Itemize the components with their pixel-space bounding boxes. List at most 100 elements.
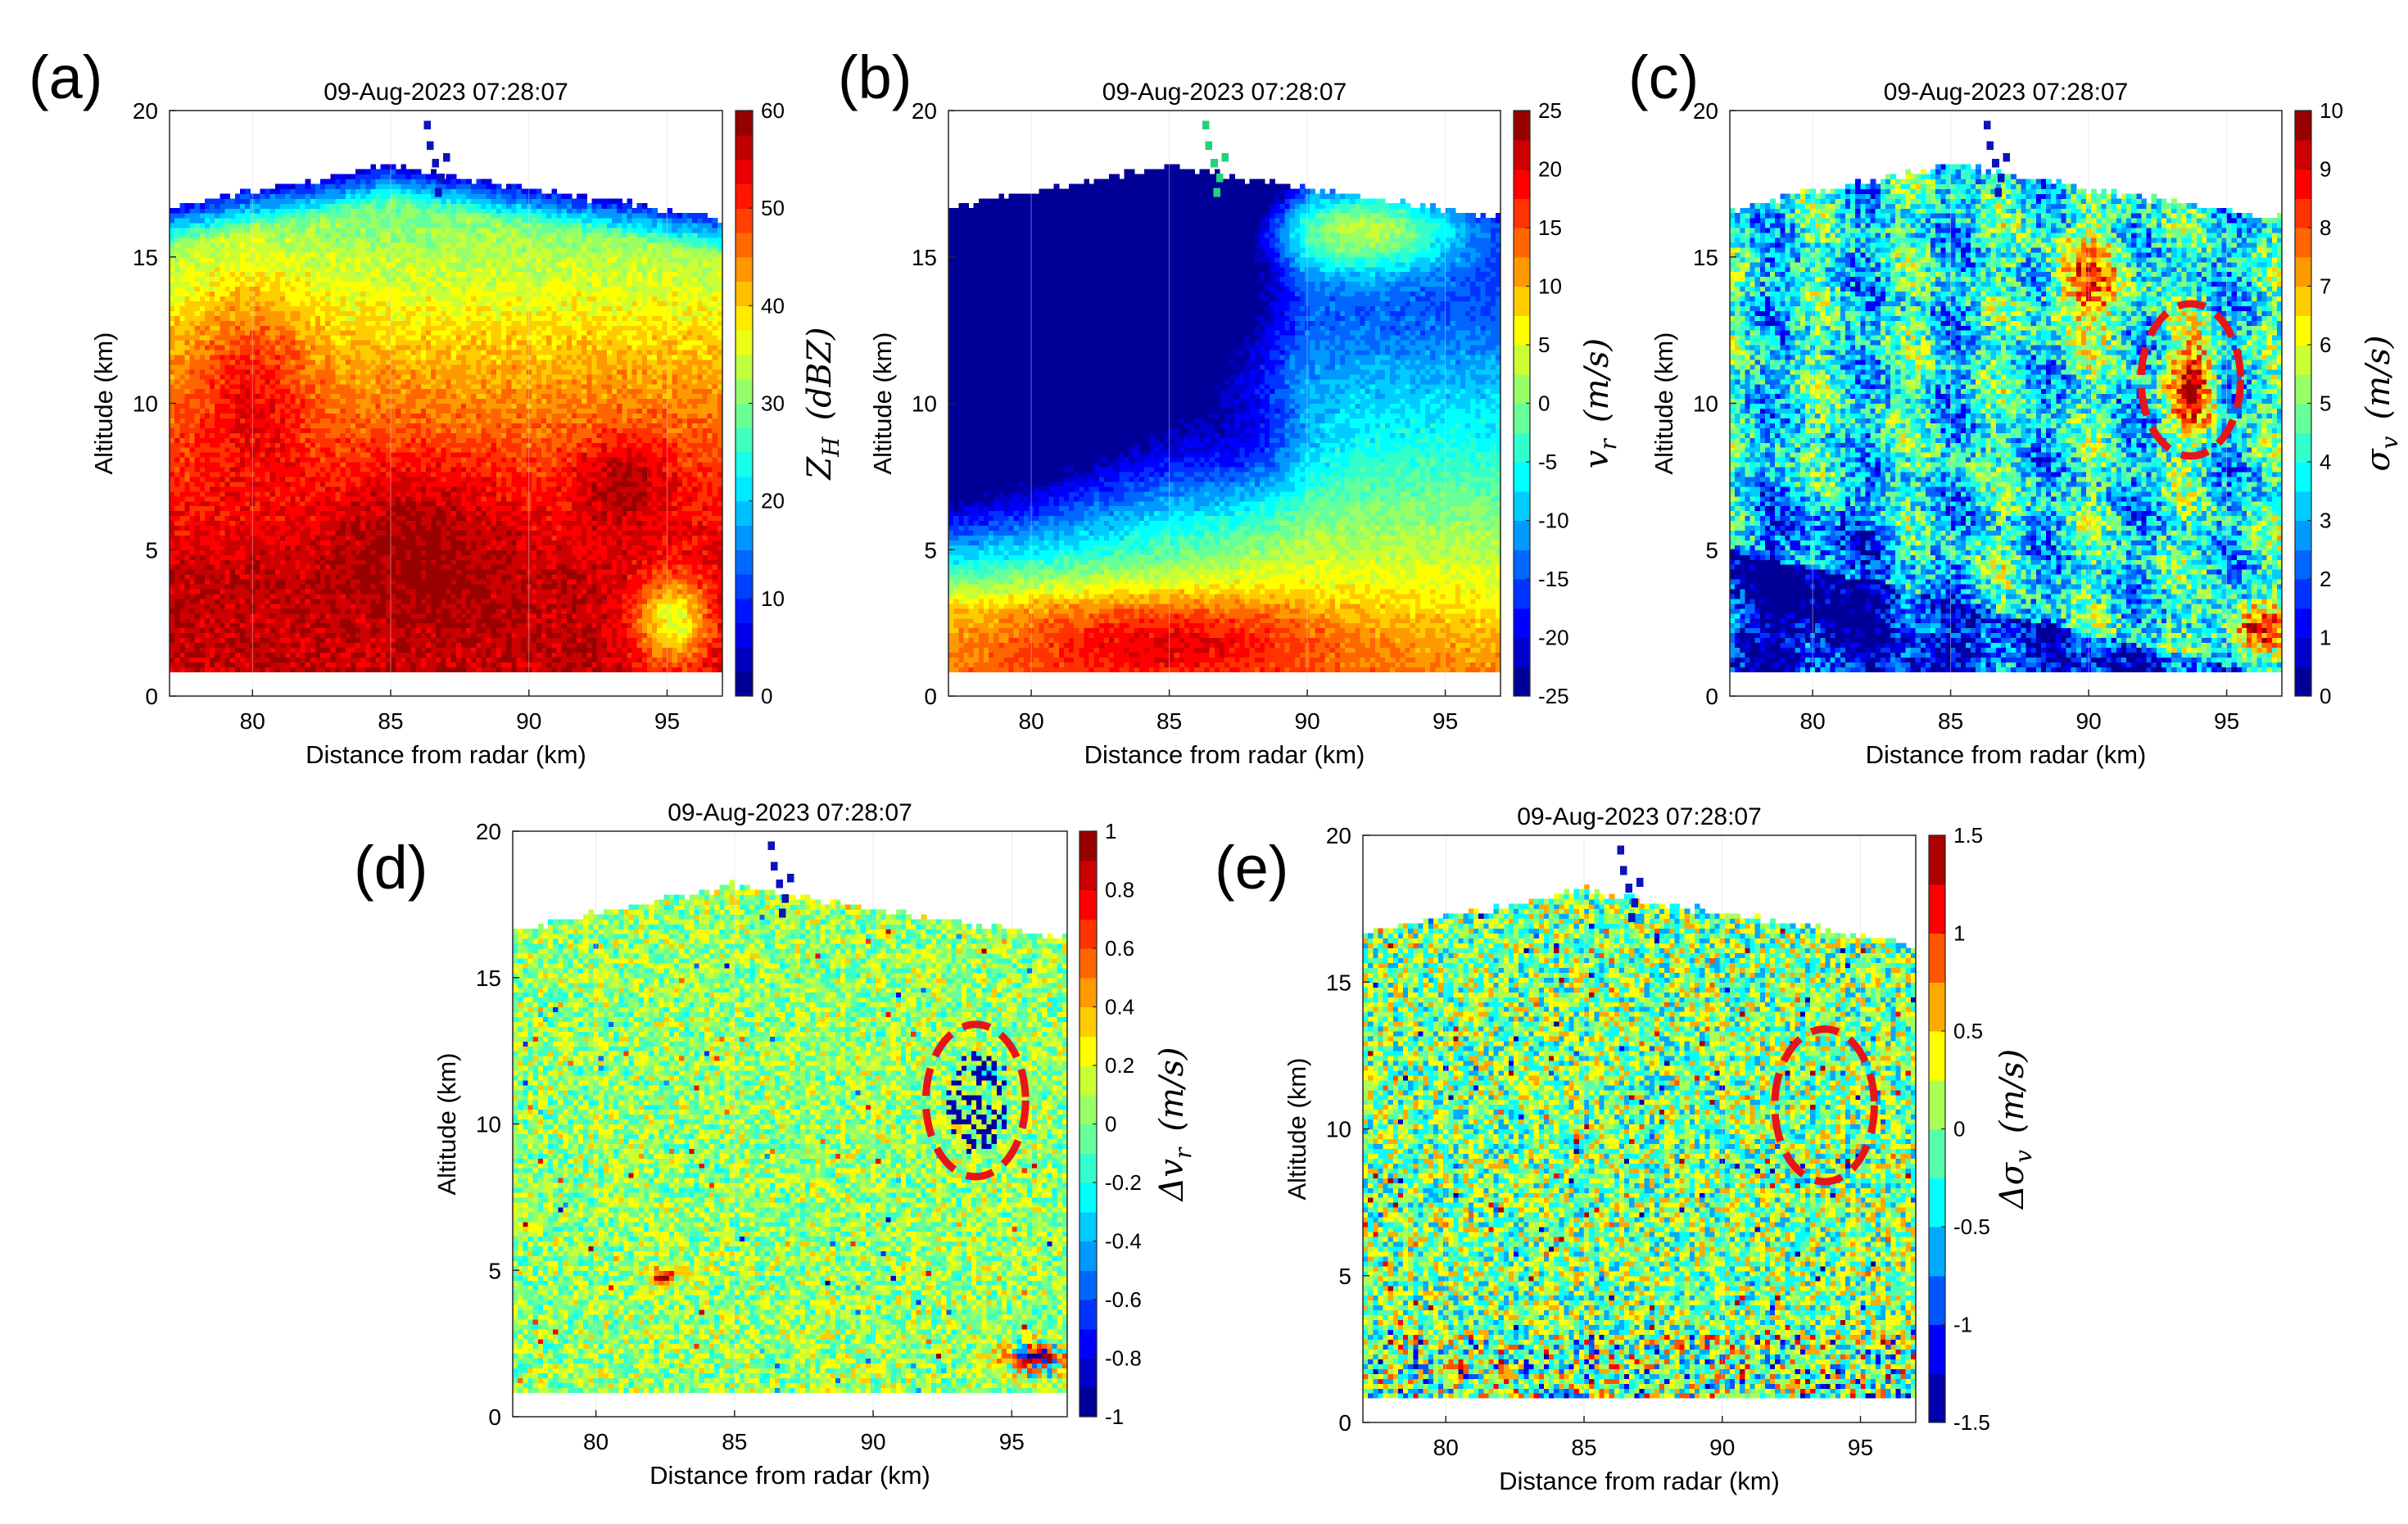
heatmap-cell: [190, 472, 196, 477]
heatmap-cell: [179, 613, 185, 619]
heatmap-cell: [184, 262, 190, 268]
heatmap-cell: [184, 427, 190, 433]
heatmap-cell: [184, 305, 190, 311]
heatmap-cell: [184, 267, 190, 273]
heatmap-cell: [200, 599, 206, 604]
heatmap-cell: [195, 325, 201, 331]
heatmap-cell: [184, 613, 190, 619]
heatmap-cell: [174, 277, 180, 283]
heatmap-cell: [200, 530, 206, 536]
heatmap-cell: [205, 604, 210, 609]
heatmap-cell: [184, 315, 190, 321]
heatmap-cell: [190, 604, 196, 609]
heatmap-cell: [195, 213, 201, 219]
heatmap-cell: [170, 369, 175, 375]
heatmap-cell: [200, 667, 206, 672]
heatmap-cell: [200, 442, 206, 448]
heatmap-cell: [190, 257, 196, 263]
heatmap-cell: [170, 223, 175, 228]
heatmap-cell: [174, 374, 180, 380]
heatmap-cell: [200, 218, 206, 224]
heatmap-cell: [174, 521, 180, 527]
heatmap-cell: [190, 408, 196, 414]
heatmap-cell: [195, 233, 201, 238]
heatmap-cell: [195, 374, 201, 380]
heatmap-cell: [195, 511, 201, 517]
heatmap-cell: [190, 418, 196, 423]
heatmap-cell: [174, 589, 180, 595]
heatmap-cell: [179, 237, 185, 243]
heatmap-cell: [170, 525, 175, 531]
heatmap-cell: [200, 482, 206, 487]
heatmap-cell: [195, 384, 201, 390]
heatmap-cell: [184, 310, 190, 316]
heatmap-cell: [184, 247, 190, 253]
heatmap-cell: [174, 355, 180, 360]
heatmap-cell: [200, 315, 206, 321]
heatmap-cell: [190, 594, 196, 599]
heatmap-cell: [200, 506, 206, 512]
heatmap-cell: [205, 437, 210, 443]
heatmap-cell: [184, 496, 190, 502]
heatmap-cell: [190, 374, 196, 380]
heatmap-cell: [184, 408, 190, 414]
heatmap-cell: [179, 427, 185, 433]
heatmap-cell: [184, 301, 190, 306]
heatmap-cell: [195, 369, 201, 375]
heatmap-cell: [190, 491, 196, 497]
heatmap-cell: [195, 491, 201, 497]
heatmap-cell: [195, 623, 201, 629]
heatmap-cell: [184, 291, 190, 296]
heatmap-cell: [200, 223, 206, 228]
heatmap-cell: [174, 594, 180, 599]
heatmap-cell: [170, 237, 175, 243]
heatmap-cell: [205, 462, 210, 468]
heatmap-cell: [200, 355, 206, 360]
heatmap-cell: [200, 364, 206, 370]
heatmap-cell: [190, 574, 196, 580]
heatmap-cell: [190, 282, 196, 287]
heatmap-cell: [179, 267, 185, 273]
heatmap-cell: [179, 413, 185, 418]
heatmap-cell: [179, 462, 185, 468]
heatmap-cell: [174, 404, 180, 409]
heatmap-cell: [200, 213, 206, 219]
heatmap-cell: [170, 325, 175, 331]
heatmap-cell: [200, 540, 206, 545]
heatmap-cell: [195, 267, 201, 273]
heatmap-cell: [170, 477, 175, 482]
heatmap-cell: [184, 296, 190, 301]
heatmap-cell: [174, 540, 180, 545]
heatmap-cell: [179, 233, 185, 238]
heatmap-cell: [195, 228, 201, 233]
heatmap-cell: [195, 540, 201, 545]
heatmap-cell: [170, 633, 175, 639]
heatmap-cell: [205, 506, 210, 512]
heatmap-cell: [195, 574, 201, 580]
heatmap-cell: [179, 662, 185, 667]
heatmap-cell: [174, 657, 180, 663]
heatmap-cell: [205, 642, 210, 648]
heatmap-cell: [170, 496, 175, 502]
heatmap-cell: [200, 638, 206, 644]
heatmap-cell: [174, 340, 180, 346]
heatmap-cell: [179, 642, 185, 648]
heatmap-cell: [205, 418, 210, 423]
heatmap-cell: [174, 291, 180, 296]
heatmap-cell: [190, 467, 196, 473]
heatmap-cell: [200, 310, 206, 316]
heatmap-cell: [174, 579, 180, 585]
heatmap-cell: [174, 447, 180, 453]
heatmap-cell: [190, 530, 196, 536]
heatmap-cell: [179, 228, 185, 233]
heatmap-cell: [174, 667, 180, 672]
heatmap-cell: [170, 584, 175, 590]
radar-figure: (a)80 85 90 950510152009-Aug-2023 07:28:07D…: [0, 0, 2408, 1524]
heatmap-cell: [174, 559, 180, 565]
heatmap-cell: [205, 477, 210, 482]
heatmap-cell: [200, 472, 206, 477]
heatmap-cell: [195, 467, 201, 473]
heatmap-cell: [170, 511, 175, 517]
heatmap-cell: [200, 379, 206, 385]
heatmap-cell: [200, 335, 206, 341]
